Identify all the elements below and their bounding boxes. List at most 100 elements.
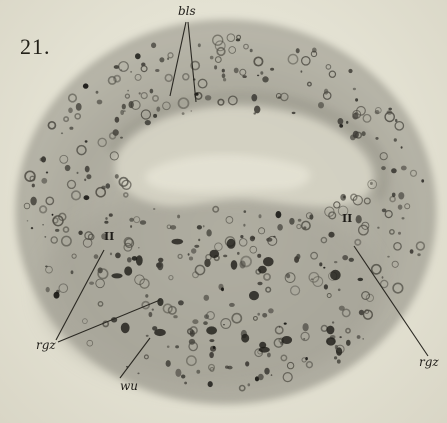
yolk-granule <box>258 265 267 274</box>
cell-ring <box>324 206 335 217</box>
cell-ring <box>326 293 332 298</box>
cell-nucleus <box>264 367 270 375</box>
cell-ring <box>214 242 223 251</box>
cell-nucleus <box>188 256 194 261</box>
cell-ring <box>290 285 301 296</box>
cell-ring <box>162 101 171 111</box>
cell-nucleus <box>374 110 380 115</box>
cell-nucleus <box>381 276 384 279</box>
cell-nucleus <box>166 345 170 348</box>
cell-nucleus <box>237 251 240 255</box>
yolk-granule <box>209 249 220 259</box>
cell-ring <box>252 315 258 321</box>
cell-ring <box>263 272 271 281</box>
cell-nucleus <box>312 47 317 53</box>
rgz-left-leader-a <box>55 249 105 341</box>
cell-nucleus <box>156 106 161 112</box>
cell-ring <box>384 111 396 123</box>
cell-ring <box>239 68 247 76</box>
cell-nucleus <box>346 120 349 124</box>
cell-ring <box>305 212 313 220</box>
cell-ring <box>325 64 332 70</box>
cell-nucleus <box>45 171 49 174</box>
cell-nucleus <box>278 326 281 328</box>
yolk-granule <box>154 328 166 337</box>
cell-nucleus <box>209 339 215 343</box>
cell-ring <box>212 34 224 46</box>
cell-nucleus <box>253 112 256 115</box>
cell-ring <box>182 73 190 81</box>
cell-ring <box>194 264 206 276</box>
cell-ring <box>58 283 69 294</box>
cell-nucleus <box>83 195 90 201</box>
cell-nucleus <box>267 352 271 358</box>
cell-nucleus <box>270 374 273 376</box>
cell-nucleus <box>45 286 50 293</box>
cell-nucleus <box>75 103 82 111</box>
cell-ring <box>212 205 220 213</box>
cell-nucleus <box>257 281 263 286</box>
cell-ring <box>367 179 378 190</box>
cell-nucleus <box>101 185 106 190</box>
cell-ring <box>82 318 88 324</box>
cell-nucleus <box>273 235 276 238</box>
cell-nucleus <box>297 218 302 222</box>
cell-nucleus <box>352 87 356 91</box>
cell-nucleus <box>240 235 244 239</box>
cell-nucleus <box>210 345 217 352</box>
cell-ring <box>23 202 31 210</box>
cell-nucleus <box>157 261 164 271</box>
cell-nucleus <box>69 126 74 130</box>
cell-nucleus <box>198 238 201 242</box>
cell-nucleus <box>181 112 185 115</box>
cell-nucleus <box>343 195 346 199</box>
cell-ring <box>140 91 148 100</box>
cell-ring <box>192 271 200 279</box>
cell-ring <box>59 154 69 164</box>
cell-ring <box>188 341 199 352</box>
cell-ring <box>86 339 94 347</box>
yolk-granule <box>259 341 267 349</box>
cell-ring <box>82 238 93 248</box>
cell-nucleus <box>357 277 364 282</box>
cell-ring <box>140 109 152 120</box>
cell-nucleus <box>223 254 228 258</box>
cell-ring <box>185 355 197 367</box>
cell-ring <box>50 236 58 244</box>
cell-nucleus <box>194 244 200 248</box>
cell-nucleus <box>400 146 403 149</box>
cell-nucleus <box>243 223 246 227</box>
cell-nucleus <box>251 236 256 240</box>
cell-ring <box>217 98 225 106</box>
lower-cell-mass <box>40 190 380 390</box>
cell-nucleus <box>84 178 87 182</box>
cell-nucleus <box>214 65 218 70</box>
cell-ring <box>363 197 371 205</box>
cell-nucleus <box>175 345 180 349</box>
cell-ring <box>24 170 36 182</box>
yolk-granule <box>326 337 336 346</box>
cell-nucleus <box>64 164 71 172</box>
cell-nucleus <box>391 168 397 174</box>
cell-nucleus <box>294 256 300 263</box>
cell-ring <box>312 276 324 287</box>
cell-nucleus <box>266 237 273 242</box>
cell-nucleus <box>42 224 44 226</box>
cell-ring <box>87 233 95 241</box>
cell-nucleus <box>377 226 380 229</box>
cell-ring <box>152 94 160 102</box>
cell-ring <box>341 308 351 318</box>
cell-nucleus <box>303 338 306 340</box>
cell-nucleus <box>184 381 188 385</box>
cell-ring <box>389 195 396 203</box>
cell-nucleus <box>361 131 366 137</box>
cell-nucleus <box>295 48 300 54</box>
cell-ring <box>95 186 107 198</box>
cell-ring <box>214 56 222 64</box>
cell-nucleus <box>409 249 414 254</box>
cell-nucleus <box>84 165 90 173</box>
cell-nucleus <box>221 287 224 292</box>
yolk-granule <box>171 238 184 245</box>
cell-ring <box>286 361 295 370</box>
cell-ring <box>62 226 70 233</box>
